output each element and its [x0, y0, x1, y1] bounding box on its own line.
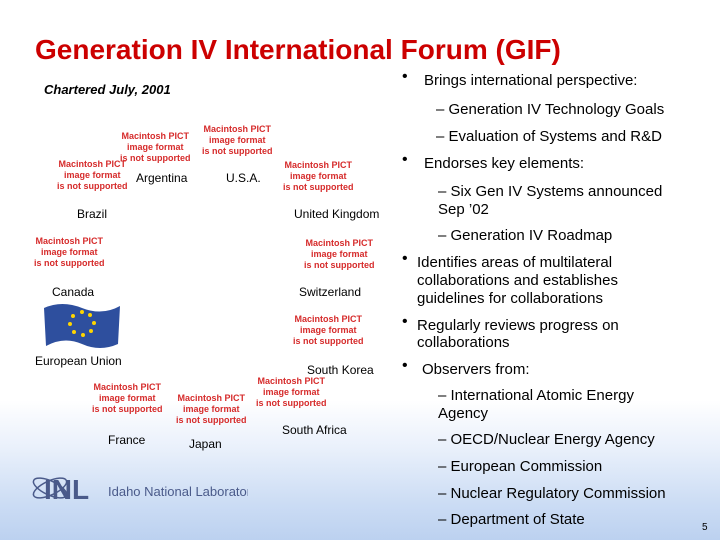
bullet-brings-perspective: Brings international perspective: — [424, 72, 638, 89]
pict-line: Macintosh PICT — [305, 238, 373, 248]
country-france: France — [108, 433, 146, 447]
page-number: 5 — [702, 522, 708, 533]
country-brazil: Brazil — [77, 207, 108, 221]
slide-title: Generation IV International Forum (GIF) — [35, 34, 561, 65]
inl-logo: INL Idaho National Laboratory — [32, 474, 248, 505]
bullet-dot: • — [402, 151, 408, 168]
country-south-africa: South Africa — [282, 423, 347, 437]
pict-placeholder: Macintosh PICT image format is not suppo… — [283, 160, 354, 193]
country-south-korea: South Korea — [307, 363, 374, 377]
pict-placeholder: Macintosh PICT image format is not suppo… — [57, 159, 128, 192]
sub-bullet-six-systems-line1: – Six Gen IV Systems announced — [438, 183, 663, 200]
country-european-union: European Union — [35, 354, 122, 368]
pict-placeholder: Macintosh PICT image format is not suppo… — [92, 382, 163, 415]
pict-line: Macintosh PICT — [93, 382, 161, 392]
pict-line: image format — [208, 135, 266, 145]
pict-line: image format — [63, 170, 121, 180]
country-canada: Canada — [52, 285, 95, 299]
pict-line: Macintosh PICT — [35, 236, 103, 246]
pict-line: is not supported — [34, 258, 105, 268]
footer-gradient-background — [0, 400, 720, 540]
pict-line: is not supported — [120, 153, 191, 163]
pict-placeholder: Macintosh PICT image format is not suppo… — [176, 393, 247, 426]
bullet-dot: • — [402, 68, 408, 85]
pict-line: Macintosh PICT — [284, 160, 352, 170]
pict-line: is not supported — [57, 181, 128, 191]
pict-line: image format — [182, 404, 240, 414]
pict-line: image format — [289, 171, 347, 181]
sub-bullet-technology-goals: – Generation IV Technology Goals — [436, 101, 665, 118]
pict-line: image format — [126, 142, 184, 152]
bullet-identifies-line1: Identifies areas of multilateral — [417, 254, 613, 271]
pict-line: is not supported — [92, 404, 163, 414]
observer-oecd-nea: – OECD/Nuclear Energy Agency — [438, 431, 655, 448]
pict-line: Macintosh PICT — [257, 376, 325, 386]
pict-placeholder: Macintosh PICT image format is not suppo… — [202, 124, 273, 157]
inl-logo-acronym: INL — [44, 474, 89, 505]
observer-department-of-state: – Department of State — [438, 511, 585, 528]
bullet-dot: • — [402, 250, 408, 267]
bullet-observers: Observers from: — [422, 361, 530, 378]
bullet-dot: • — [402, 357, 408, 374]
pict-line: is not supported — [283, 182, 354, 192]
chartered-date: Chartered July, 2001 — [44, 82, 171, 97]
pict-placeholder: Macintosh PICT image format is not suppo… — [120, 131, 191, 164]
pict-line: Macintosh PICT — [177, 393, 245, 403]
pict-line: is not supported — [304, 260, 375, 270]
pict-line: image format — [310, 249, 368, 259]
bullet-dot: • — [402, 313, 408, 330]
country-switzerland: Switzerland — [299, 285, 362, 299]
pict-placeholder: Macintosh PICT image format is not suppo… — [34, 236, 105, 269]
bullet-reviews-line2: collaborations — [417, 334, 510, 351]
pict-line: Macintosh PICT — [203, 124, 271, 134]
inl-logo-name: Idaho National Laboratory — [108, 484, 248, 499]
pict-placeholder: Macintosh PICT image format is not suppo… — [293, 314, 364, 347]
pict-line: Macintosh PICT — [294, 314, 362, 324]
bullet-reviews-line1: Regularly reviews progress on — [417, 317, 619, 334]
eu-flag-image — [44, 304, 120, 348]
pict-line: image format — [40, 247, 98, 257]
sub-bullet-evaluation: – Evaluation of Systems and R&D — [436, 128, 662, 145]
observer-nrc: – Nuclear Regulatory Commission — [438, 485, 666, 502]
pict-line: Macintosh PICT — [58, 159, 126, 169]
pict-line: is not supported — [176, 415, 247, 425]
pict-line: is not supported — [293, 336, 364, 346]
bullet-identifies-line2: collaborations and establishes — [417, 272, 618, 289]
sub-bullet-roadmap: – Generation IV Roadmap — [438, 227, 613, 244]
country-argentina: Argentina — [136, 171, 188, 185]
pict-line: is not supported — [256, 398, 327, 408]
bullet-identifies-line3: guidelines for collaborations — [417, 290, 603, 307]
country-japan: Japan — [189, 437, 222, 451]
country-united-kingdom: United Kingdom — [294, 207, 380, 221]
pict-line: image format — [262, 387, 320, 397]
pict-placeholder: Macintosh PICT image format is not suppo… — [256, 376, 327, 409]
pict-line: image format — [98, 393, 156, 403]
observer-iaea-line1: – International Atomic Energy — [438, 387, 634, 404]
pict-line: image format — [299, 325, 357, 335]
pict-line: is not supported — [202, 146, 273, 156]
bullet-endorses: Endorses key elements: — [424, 155, 585, 172]
sub-bullet-six-systems-line2: Sep ’02 — [438, 201, 489, 218]
observer-european-commission: – European Commission — [438, 458, 603, 475]
pict-line: Macintosh PICT — [121, 131, 189, 141]
pict-placeholder: Macintosh PICT image format is not suppo… — [304, 238, 375, 271]
country-usa: U.S.A. — [226, 171, 261, 185]
observer-iaea-line2: Agency — [438, 405, 489, 422]
